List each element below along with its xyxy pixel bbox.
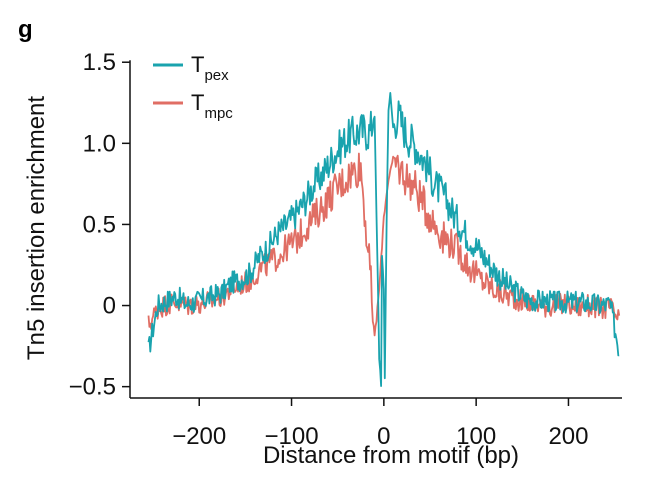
y-tick-label: 0.5 bbox=[83, 211, 116, 238]
x-tick-label: 200 bbox=[548, 423, 588, 450]
y-axis-title: Tn5 insertion enrichment bbox=[23, 96, 50, 360]
legend-label-tmpc: Tmpc bbox=[191, 90, 233, 122]
x-axis-title: Distance from motif (bp) bbox=[263, 442, 519, 469]
legend-label-tpex: Tpex bbox=[191, 52, 229, 84]
y-axis: −0.5 0 0.5 1.0 1.5 bbox=[69, 49, 131, 401]
x-tick-label: 0 bbox=[377, 423, 390, 450]
legend: Tpex Tmpc bbox=[153, 52, 233, 122]
y-tick-label: 1.0 bbox=[83, 130, 116, 157]
y-tick-label: 0 bbox=[103, 293, 116, 320]
y-tick-label: −0.5 bbox=[69, 374, 116, 401]
legend-item-tpex: Tpex bbox=[153, 52, 229, 84]
x-axis: −200 −100 0 100 200 bbox=[130, 397, 622, 450]
series-line-tpex bbox=[147, 92, 620, 387]
x-tick-label: −200 bbox=[172, 423, 226, 450]
x-tick-label: 100 bbox=[456, 423, 496, 450]
y-tick-label: 1.5 bbox=[83, 49, 116, 76]
panel-letter: g bbox=[18, 16, 33, 43]
x-tick-label: −100 bbox=[265, 423, 319, 450]
series-layer bbox=[147, 92, 621, 387]
legend-item-tmpc: Tmpc bbox=[153, 90, 233, 122]
